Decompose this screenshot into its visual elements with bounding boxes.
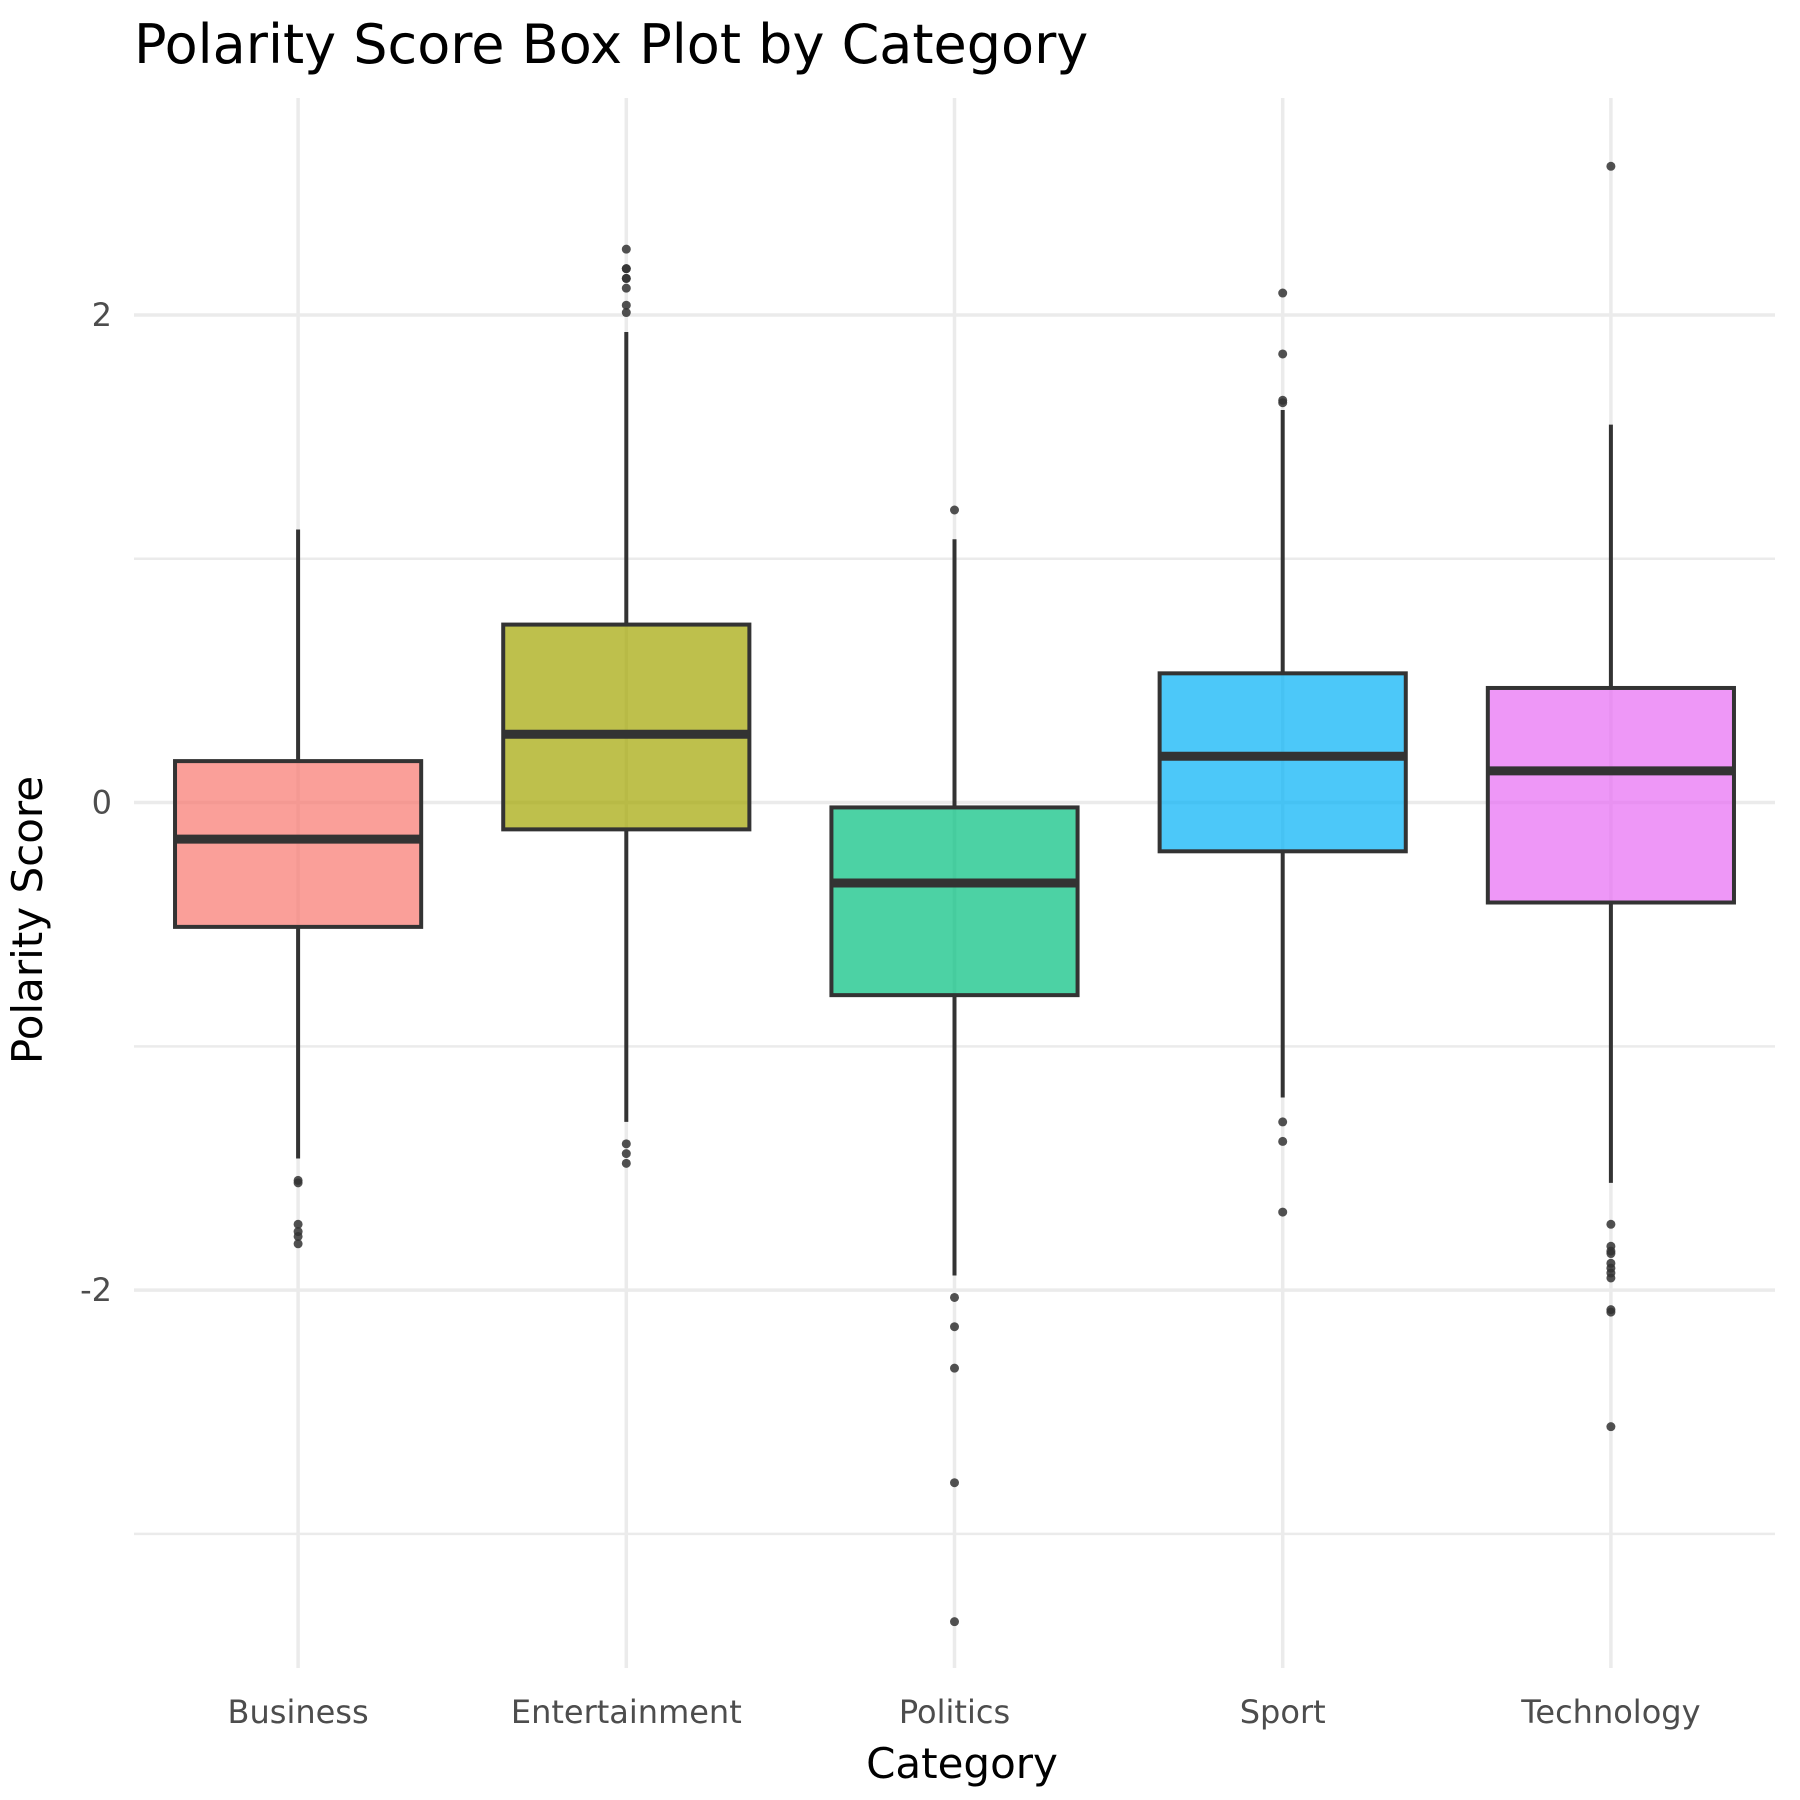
x-tick-label: Politics [899, 1693, 1010, 1731]
x-tick-label: Entertainment [511, 1693, 742, 1731]
box-business [173, 529, 424, 1249]
x-axis-ticks: Business Entertainment Politics Sport Techno… [228, 1693, 1701, 1731]
iqr-box [173, 759, 424, 929]
outlier-point [1606, 1219, 1616, 1229]
box-sport [1157, 288, 1408, 1217]
chart-title: Polarity Score Box Plot by Category [134, 13, 1088, 76]
outlier-point [950, 1292, 959, 1302]
outlier-point [950, 1617, 959, 1627]
iqr-box [829, 805, 1080, 998]
y-tick-label: 0 [92, 784, 112, 822]
box-technology [1485, 161, 1736, 1432]
outlier-point [621, 300, 631, 310]
y-axis-title: Polarity Score [3, 776, 52, 1064]
outlier-point [621, 1139, 631, 1149]
iqr-box [1485, 685, 1736, 905]
box-entertainment [501, 244, 752, 1168]
outlier-point [1606, 1422, 1616, 1432]
x-tick-label: Business [228, 1693, 369, 1731]
outlier-point [1278, 1207, 1288, 1217]
outlier-point [950, 1322, 959, 1332]
iqr-box [1157, 671, 1408, 854]
y-axis-ticks: 2 0 -2 [80, 296, 112, 1309]
outlier-point [1278, 349, 1288, 359]
outlier-point [1278, 1117, 1288, 1127]
outlier-point [1606, 1273, 1616, 1283]
outlier-point [621, 283, 631, 293]
outlier-point [293, 1219, 303, 1229]
outlier-point [1606, 1307, 1616, 1317]
outlier-point [621, 1158, 631, 1168]
x-tick-label: Technology [1520, 1693, 1700, 1731]
x-tick-label: Sport [1240, 1693, 1326, 1731]
outlier-point [1278, 398, 1288, 408]
outlier-point [1278, 288, 1288, 298]
iqr-box [501, 622, 752, 832]
y-tick-label: -2 [80, 1271, 112, 1309]
outlier-point [950, 505, 959, 515]
outlier-point [1278, 1136, 1288, 1146]
outlier-point [293, 1231, 303, 1241]
box-politics [829, 505, 1080, 1627]
outlier-point [293, 1239, 303, 1249]
y-tick-label: 2 [92, 296, 112, 334]
outlier-point [621, 244, 631, 254]
outlier-point [950, 1363, 959, 1373]
outlier-point [621, 308, 631, 318]
outlier-point [621, 273, 631, 283]
outlier-point [621, 1149, 631, 1159]
outlier-point [1606, 161, 1616, 171]
outlier-point [293, 1178, 303, 1188]
outlier-point [950, 1478, 959, 1488]
outlier-point [621, 264, 631, 274]
box-plots [173, 161, 1736, 1627]
outlier-point [1606, 1249, 1616, 1259]
x-axis-title: Category [866, 1739, 1058, 1788]
